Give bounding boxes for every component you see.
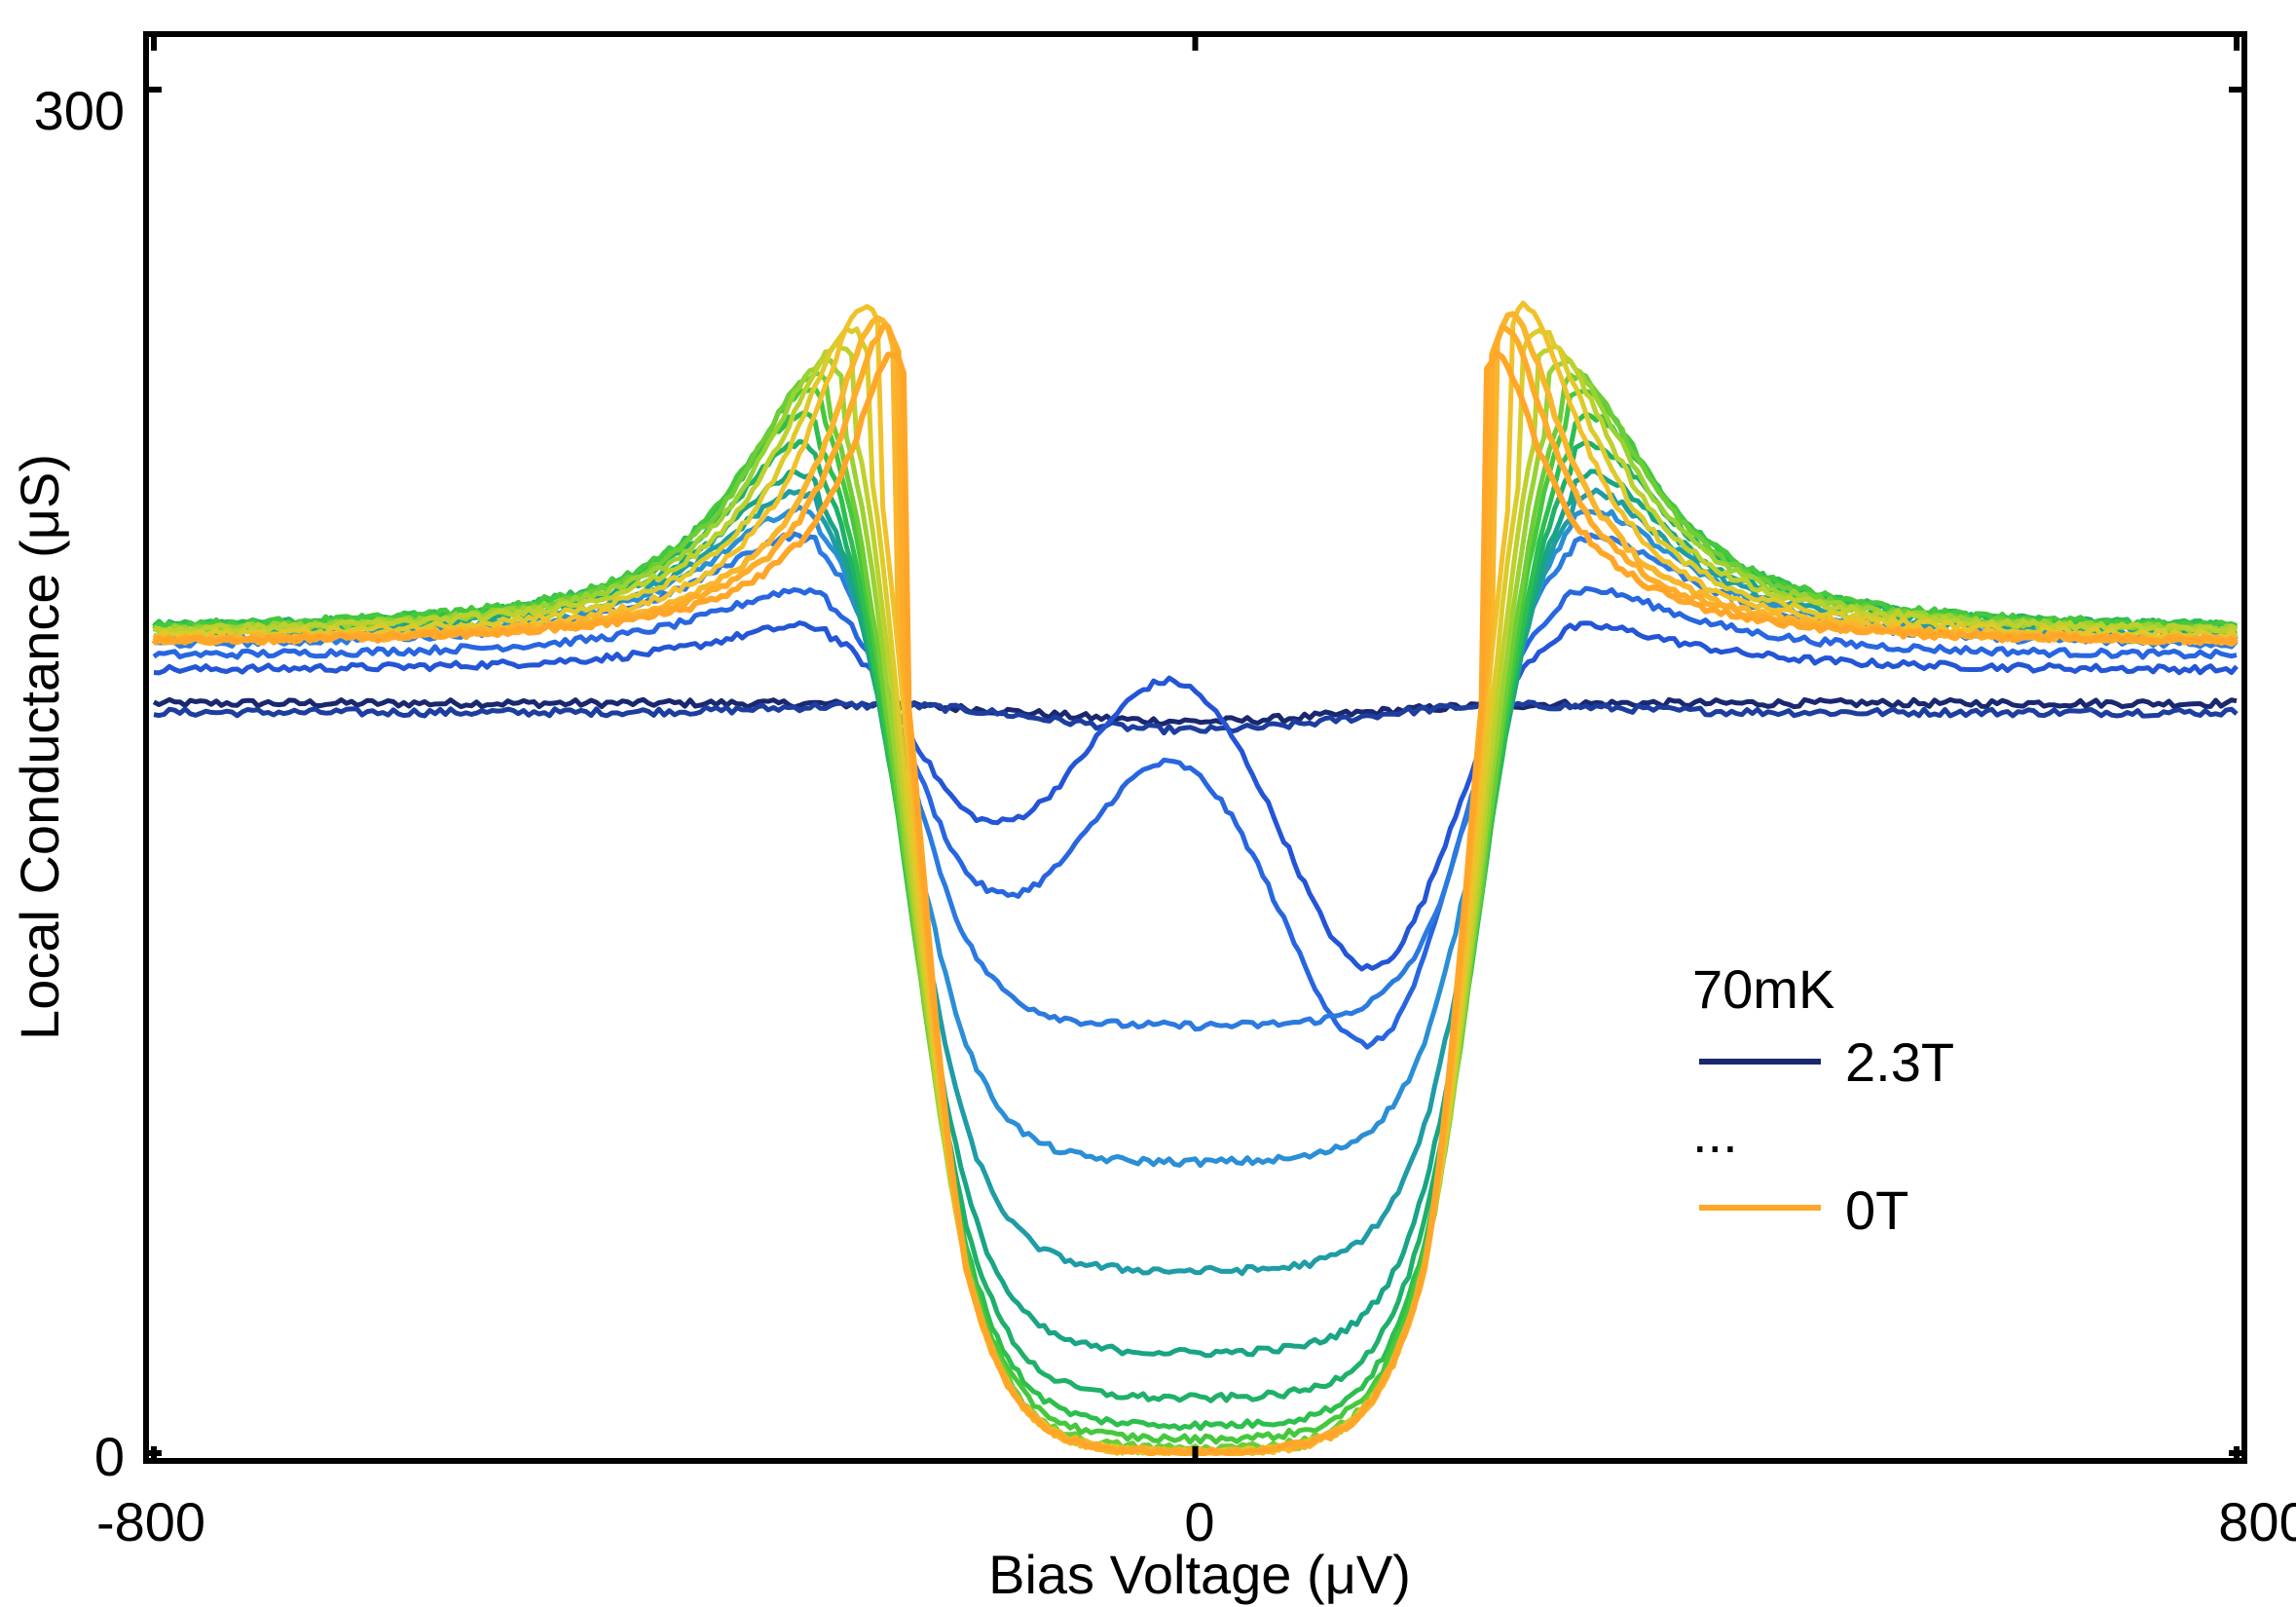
x-tick-label-left: -800	[96, 1491, 205, 1552]
series-line-0	[152, 696, 2238, 728]
series-line-6	[152, 487, 2238, 1277]
series-line-13	[153, 340, 2239, 1456]
series-lines	[151, 300, 2239, 1456]
series-line-1	[153, 699, 2239, 736]
legend-label-2p3t: 2.3T	[1845, 1031, 1954, 1093]
series-line-16	[152, 311, 2238, 1456]
series-line-12	[152, 357, 2239, 1456]
legend: 70mK 2.3T ... 0T	[1692, 958, 1954, 1241]
x-axis-label: Bias Voltage (μV)	[988, 1544, 1411, 1605]
series-line-11	[152, 370, 2238, 1454]
legend-label-0t: 0T	[1845, 1179, 1908, 1241]
series-line-9	[152, 409, 2238, 1432]
legend-title: 70mK	[1692, 958, 1834, 1020]
series-line-7	[152, 468, 2238, 1359]
series-line-15	[152, 300, 2239, 1456]
series-line-3	[152, 585, 2238, 1050]
axis-ticks	[146, 34, 2244, 1461]
legend-ellipsis: ...	[1692, 1102, 1738, 1164]
series-line-4	[153, 531, 2239, 1032]
series-line-18	[151, 350, 2239, 1456]
series-line-2	[153, 620, 2239, 972]
series-line-17	[153, 322, 2239, 1456]
x-tick-label-center: 0	[1184, 1491, 1214, 1552]
series-line-10	[152, 386, 2238, 1445]
y-tick-label-bottom: 0	[94, 1426, 125, 1487]
y-tick-label-top: 300	[34, 80, 125, 141]
y-axis-label: Local Conductance (μS)	[9, 454, 70, 1040]
plot-frame	[143, 31, 2247, 1464]
series-line-8	[153, 438, 2238, 1403]
series-line-14	[153, 326, 2239, 1456]
x-tick-label-right: 800	[2218, 1491, 2296, 1552]
